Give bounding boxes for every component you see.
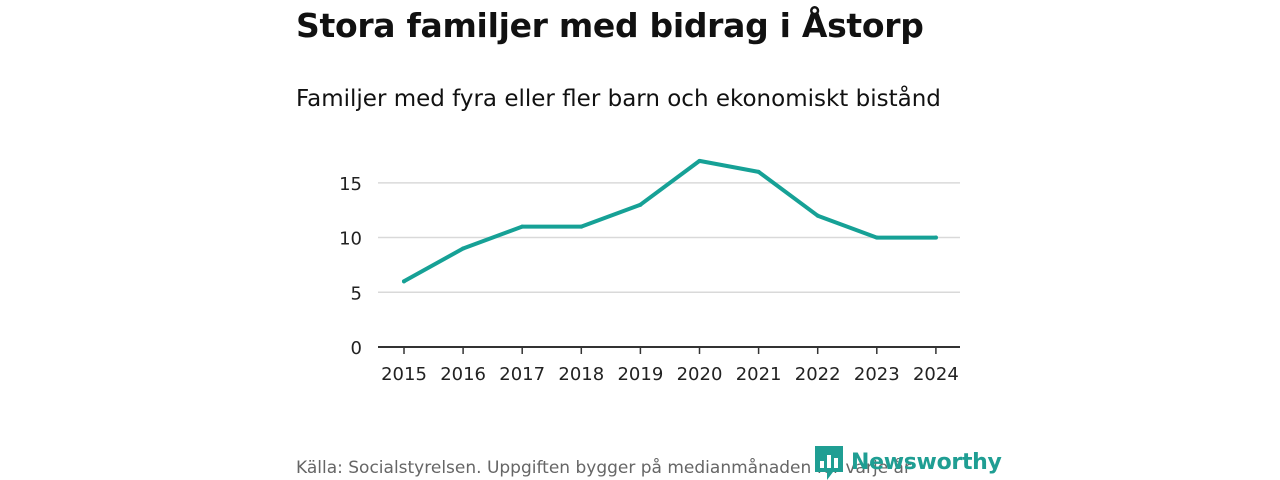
data-point: [638, 202, 643, 207]
x-tick-label: 2020: [677, 364, 723, 385]
x-tick-label: 2024: [913, 364, 959, 385]
chart-title: Stora familjer med bidrag i Åstorp: [296, 6, 924, 45]
data-point: [697, 158, 702, 163]
x-tick-label: 2021: [736, 364, 782, 385]
data-point: [815, 213, 820, 218]
data-point: [461, 246, 466, 251]
data-point: [402, 279, 406, 284]
x-axis: [378, 346, 960, 354]
x-tick-label: 2018: [558, 364, 604, 385]
brand[interactable]: Newsworthy: [815, 446, 1002, 480]
y-tick-label: 15: [339, 174, 362, 195]
x-tick-label: 2016: [440, 364, 486, 385]
x-tick-label: 2023: [854, 364, 900, 385]
x-tick-label: 2022: [795, 364, 841, 385]
brand-name: Newsworthy: [851, 450, 1002, 475]
y-tick-label: 0: [351, 338, 362, 359]
newsworthy-logo-icon: [815, 446, 843, 480]
chart-subtitle: Familjer med fyra eller fler barn och ek…: [296, 86, 941, 112]
source-note: Källa: Socialstyrelsen. Uppgiften bygger…: [296, 458, 911, 478]
x-tick-label: 2015: [381, 364, 427, 385]
x-axis-labels: 2015 2016 2017 2018 2019 2020 2021 2022 2023 2024: [381, 364, 959, 385]
y-tick-label: 10: [339, 229, 362, 250]
data-point: [874, 235, 879, 240]
y-axis-labels: 0 5 10 15: [339, 174, 362, 359]
x-tick-label: 2019: [617, 364, 663, 385]
data-point: [520, 224, 525, 229]
series-line: [402, 158, 938, 284]
data-point: [933, 235, 938, 240]
x-tick-label: 2017: [499, 364, 545, 385]
series-layer: [402, 158, 938, 284]
data-point: [756, 169, 761, 174]
y-tick-label: 5: [351, 283, 362, 304]
data-point: [579, 224, 584, 229]
